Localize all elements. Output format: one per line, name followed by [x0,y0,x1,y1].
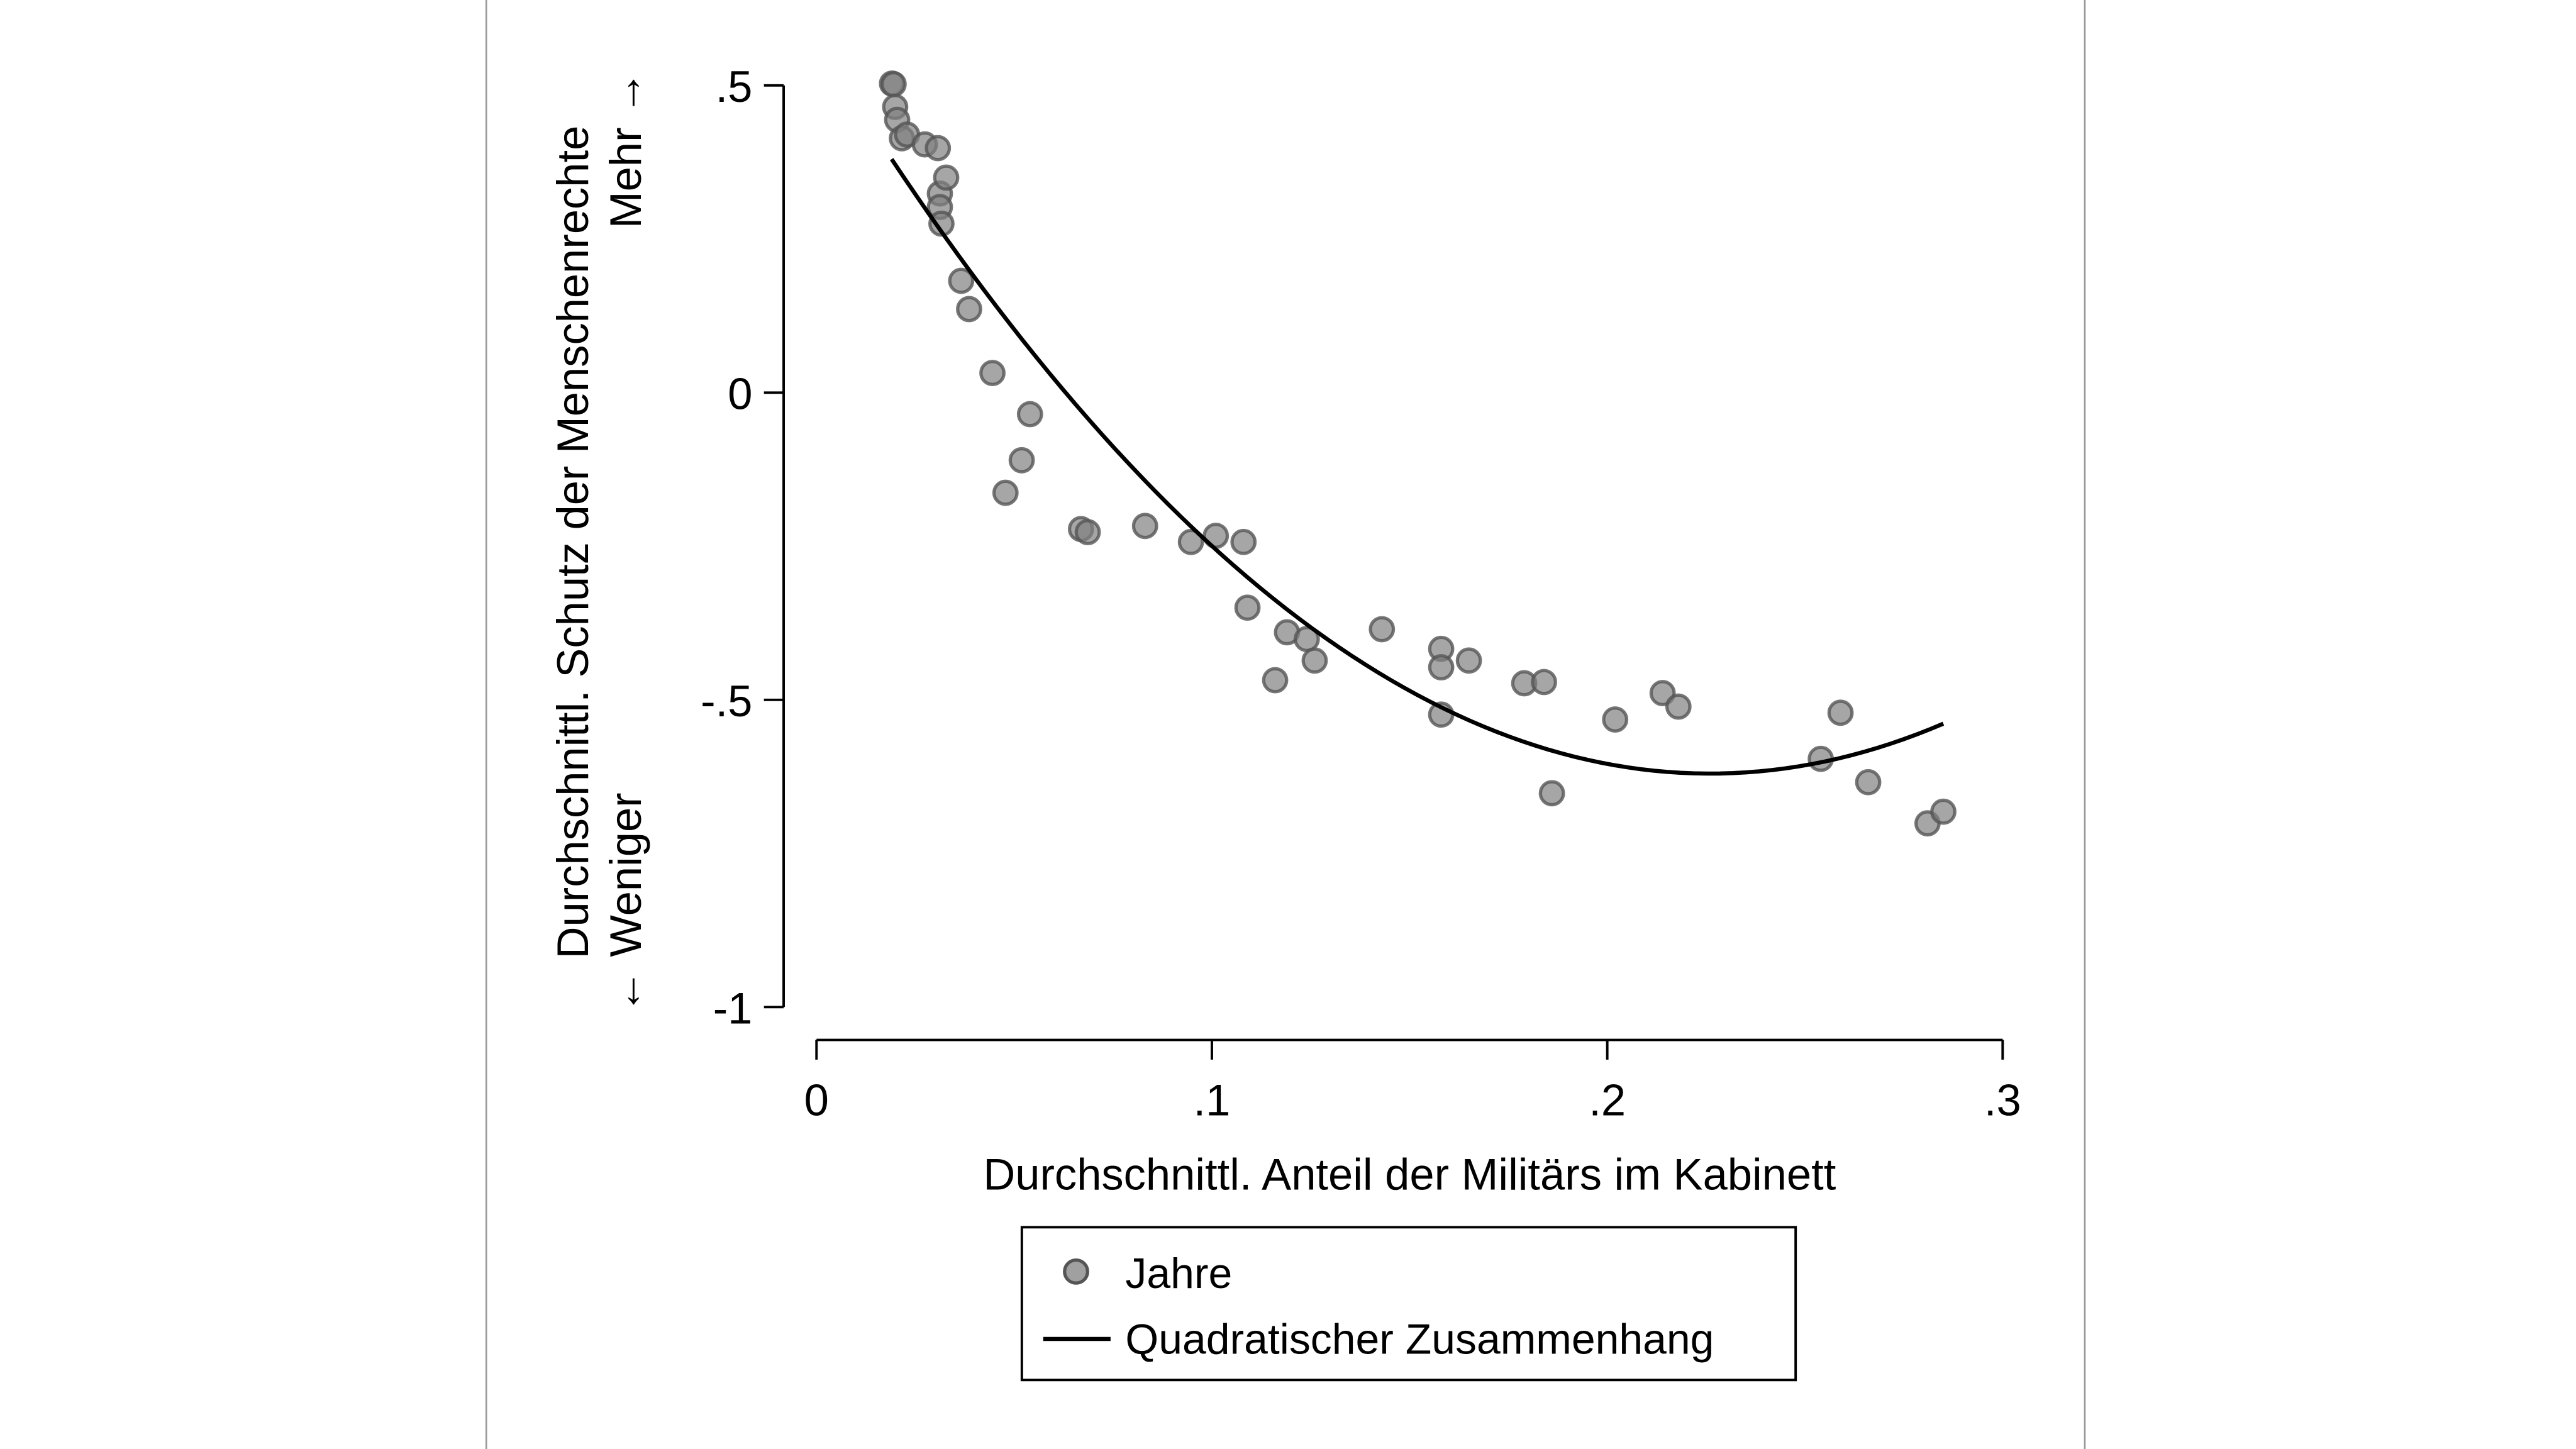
axes [782,85,2003,1041]
data-point [1455,647,1482,674]
y-tick-label: .5 [716,62,753,111]
y-axis-label-high: Mehr → [601,70,650,228]
data-point [956,296,982,323]
data-point [1008,447,1035,474]
data-point [1602,706,1629,733]
legend-label-jahre: Jahre [1125,1250,1232,1297]
data-point [933,164,960,191]
data-point [1074,519,1101,545]
x-axis-label: Durchschnittl. Anteil der Militärs im Ka… [983,1149,1836,1199]
legend: Jahre Quadratischer Zusammenhang [1020,1226,1797,1382]
legend-marker-jahre [1063,1258,1089,1285]
data-point [924,135,952,162]
data-point [1234,594,1261,621]
x-tick-label: 0 [804,1075,829,1125]
data-point [948,267,975,294]
data-point [1177,528,1204,555]
data-point [1368,616,1396,643]
x-tick-label: .2 [1589,1075,1626,1125]
data-point [1016,401,1043,428]
data-point [1131,513,1158,540]
data-point [1531,669,1557,696]
legend-box [1020,1226,1797,1382]
data-point [1301,647,1328,674]
data-point [1827,699,1854,726]
data-point [992,479,1019,506]
data-point [1230,528,1257,555]
data-point [880,70,907,97]
quadratic-fit-line [890,158,1945,776]
legend-label-fit: Quadratischer Zusammenhang [1125,1316,1714,1363]
y-axis-label: Durchschnittl. Schutz der Menschenrechte [548,126,597,959]
y-axis-label-low: ← Weniger [601,792,650,1013]
data-point [1428,654,1455,680]
x-tick-label: .1 [1194,1075,1231,1125]
data-point [1855,769,1882,796]
x-tick-label: .3 [1984,1075,2021,1125]
data-point [1665,693,1692,720]
y-tick-label: -.5 [701,676,752,726]
y-tick-label: -1 [713,983,753,1033]
data-point [1538,780,1565,807]
data-point [979,360,1006,386]
data-point [1262,667,1289,694]
data-point [1930,798,1957,825]
y-tick-label: 0 [728,369,752,418]
